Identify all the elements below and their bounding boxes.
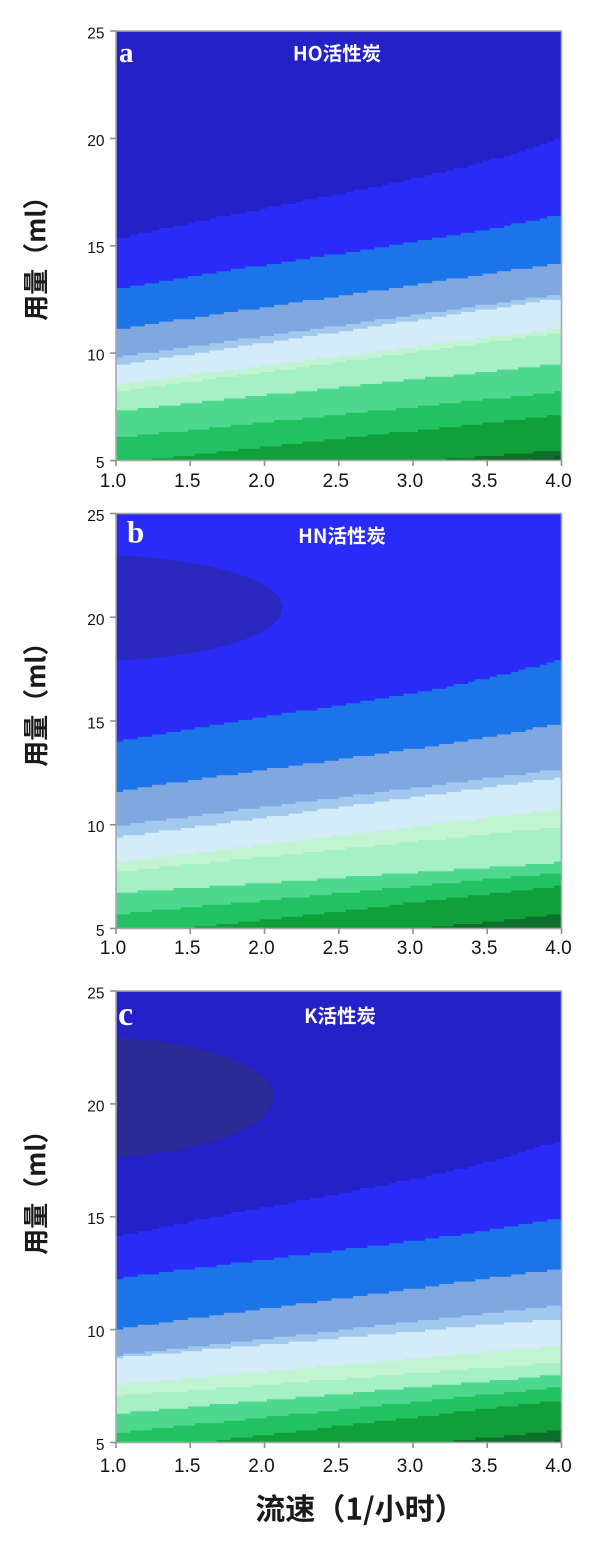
svg-text:3.5: 3.5 xyxy=(471,471,497,492)
svg-text:b: b xyxy=(127,515,144,550)
svg-text:4.0: 4.0 xyxy=(545,938,571,959)
svg-text:2.0: 2.0 xyxy=(248,1456,274,1477)
svg-text:1.5: 1.5 xyxy=(174,1456,200,1477)
svg-text:2.5: 2.5 xyxy=(323,938,349,959)
svg-text:c: c xyxy=(118,996,133,1033)
svg-text:1.0: 1.0 xyxy=(100,471,126,492)
svg-text:1.5: 1.5 xyxy=(174,471,200,492)
svg-text:25: 25 xyxy=(87,508,104,525)
svg-text:3.0: 3.0 xyxy=(397,1456,423,1477)
svg-text:3.5: 3.5 xyxy=(471,938,497,959)
svg-text:20: 20 xyxy=(87,612,105,629)
svg-text:2.0: 2.0 xyxy=(248,938,274,959)
svg-text:1.5: 1.5 xyxy=(174,938,200,959)
svg-text:15: 15 xyxy=(87,240,104,257)
svg-text:15: 15 xyxy=(87,716,104,733)
svg-text:5: 5 xyxy=(96,923,105,940)
svg-text:1.0: 1.0 xyxy=(100,1456,126,1477)
svg-text:15: 15 xyxy=(87,1211,104,1228)
svg-text:25: 25 xyxy=(87,26,104,43)
svg-text:1.0: 1.0 xyxy=(100,938,126,959)
svg-text:10: 10 xyxy=(87,1324,105,1341)
svg-text:25: 25 xyxy=(87,986,104,1003)
svg-text:4.0: 4.0 xyxy=(545,471,571,492)
svg-text:3.5: 3.5 xyxy=(471,1456,497,1477)
svg-text:10: 10 xyxy=(87,819,105,836)
svg-text:20: 20 xyxy=(87,1098,105,1115)
svg-text:5: 5 xyxy=(96,1437,105,1454)
svg-text:3.0: 3.0 xyxy=(397,938,423,959)
svg-text:2.0: 2.0 xyxy=(248,471,274,492)
svg-text:2.5: 2.5 xyxy=(323,1456,349,1477)
svg-text:5: 5 xyxy=(96,455,105,472)
svg-text:4.0: 4.0 xyxy=(545,1456,571,1477)
svg-text:20: 20 xyxy=(87,133,105,150)
svg-text:a: a xyxy=(119,37,134,69)
svg-text:10: 10 xyxy=(87,348,105,365)
svg-text:2.5: 2.5 xyxy=(323,471,349,492)
svg-text:3.0: 3.0 xyxy=(397,471,423,492)
